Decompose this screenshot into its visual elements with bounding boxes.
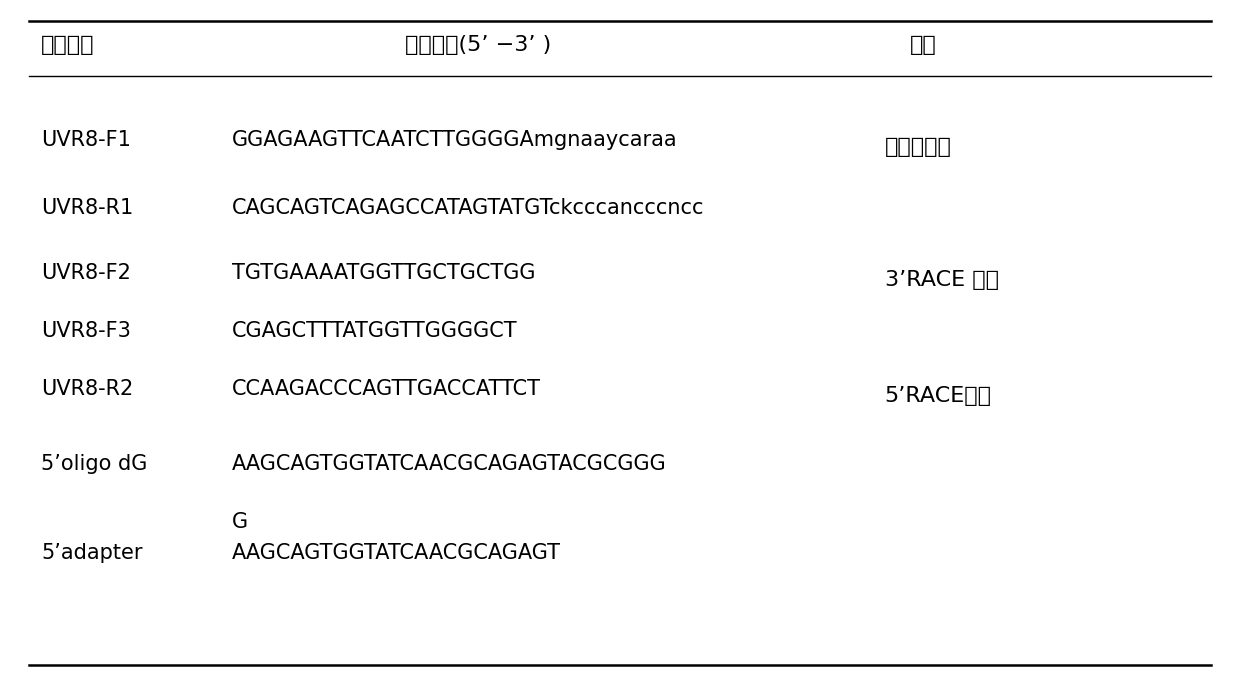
Text: GGAGAAGTTCAATCTTGGGGAmgnaaycaraa: GGAGAAGTTCAATCTTGGGGAmgnaaycaraa: [232, 130, 677, 150]
Text: UVR8-R1: UVR8-R1: [41, 199, 134, 219]
Text: 用途: 用途: [909, 34, 936, 55]
Text: UVR8-F3: UVR8-F3: [41, 321, 131, 341]
Text: 5’oligo dG: 5’oligo dG: [41, 454, 148, 474]
Text: AAGCAGTGGTATCAACGCAGAGTACGCGGG: AAGCAGTGGTATCAACGCAGAGTACGCGGG: [232, 454, 667, 474]
Text: CAGCAGTCAGAGCCATAGTATGTckcccancccncc: CAGCAGTCAGAGCCATAGTATGTckcccancccncc: [232, 199, 704, 219]
Text: 5’adapter: 5’adapter: [41, 542, 143, 562]
Text: G: G: [232, 512, 248, 532]
Text: CGAGCTTTATGGTTGGGGCT: CGAGCTTTATGGTTGGGGCT: [232, 321, 517, 341]
Text: 引物名称: 引物名称: [41, 34, 94, 55]
Text: 5’RACE引物: 5’RACE引物: [885, 386, 992, 406]
Text: 引物序列(5’ −3’ ): 引物序列(5’ −3’ ): [405, 34, 552, 55]
Text: CCAAGACCCAGTTGACCATTCT: CCAAGACCCAGTTGACCATTCT: [232, 379, 541, 399]
Text: UVR8-F2: UVR8-F2: [41, 263, 131, 283]
Text: 保守区引物: 保守区引物: [885, 137, 951, 157]
Text: UVR8-F1: UVR8-F1: [41, 130, 131, 150]
Text: TGTGAAAATGGTTGCTGCTGG: TGTGAAAATGGTTGCTGCTGG: [232, 263, 536, 283]
Text: UVR8-R2: UVR8-R2: [41, 379, 134, 399]
Text: 3’RACE 引物: 3’RACE 引物: [885, 270, 998, 290]
Text: AAGCAGTGGTATCAACGCAGAGT: AAGCAGTGGTATCAACGCAGAGT: [232, 542, 560, 562]
